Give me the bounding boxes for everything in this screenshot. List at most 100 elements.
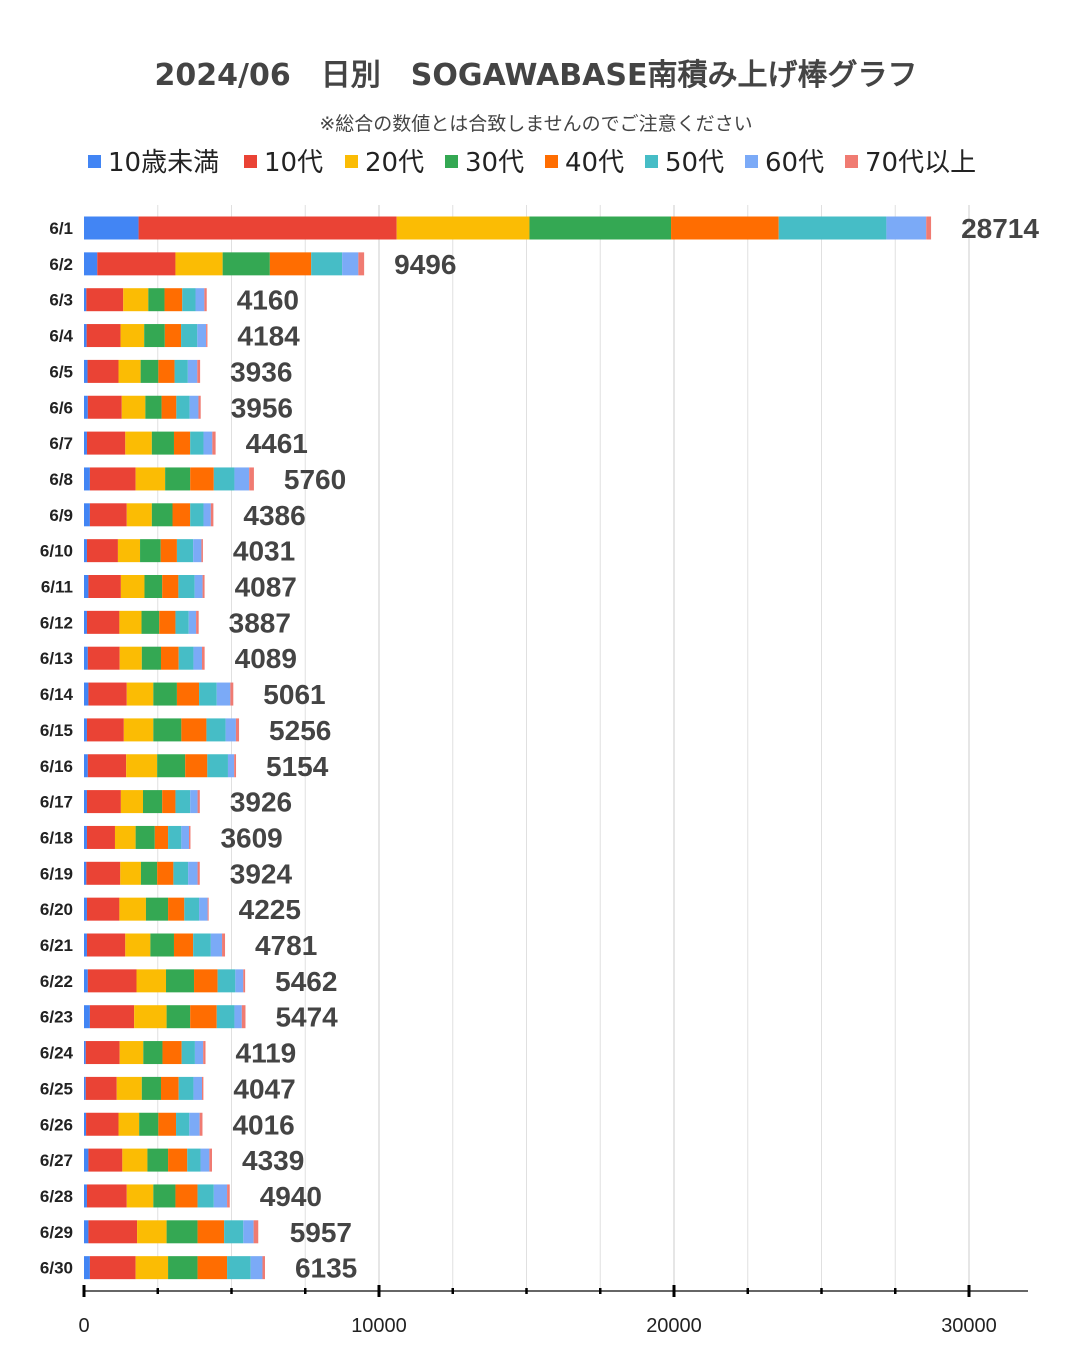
- x-tick-label: 0: [78, 1315, 89, 1337]
- bar-segment-6/22-50代: [217, 969, 236, 993]
- bar-segment-6/25-50代: [178, 1076, 194, 1100]
- bar-segment-6/14-40代: [176, 682, 200, 706]
- bar-segment-6/21-60代: [210, 933, 223, 957]
- bar-segment-6/6-60代: [189, 395, 199, 419]
- bar-segment-6/2-10代: [97, 252, 176, 276]
- bar-segment-6/14-10歳未満: [84, 682, 89, 706]
- bar-segment-6/24-20代: [119, 1041, 144, 1065]
- bar-segment-6/21-50代: [193, 933, 211, 957]
- total-label: 5154: [266, 751, 329, 782]
- category-label: 6/27: [40, 1151, 73, 1170]
- category-label: 6/10: [40, 542, 73, 561]
- total-label: 5474: [275, 1002, 338, 1033]
- bar-segment-6/11-10歳未満: [84, 575, 89, 598]
- bar-segment-6/4-40代: [164, 324, 182, 348]
- bar-segment-6/18-30代: [135, 825, 155, 849]
- total-label: 4461: [246, 428, 308, 459]
- category-label: 6/13: [40, 649, 73, 668]
- legend: 10歳未満 10代 20代 30代 40代 50代 60代 70代以上: [88, 148, 976, 178]
- bar-segment-6/29-70代以上: [253, 1220, 259, 1244]
- bar-segment-6/14-30代: [153, 682, 177, 706]
- bar-segment-6/5-50代: [174, 359, 188, 383]
- bar-segment-6/27-30代: [147, 1148, 169, 1172]
- category-label: 6/15: [40, 721, 73, 740]
- bar-segment-6/22-10歳未満: [84, 969, 88, 993]
- gridlines: [157, 205, 970, 1291]
- category-label: 6/26: [40, 1115, 73, 1134]
- bar-segment-6/4-60代: [197, 324, 207, 348]
- total-label: 4047: [233, 1073, 295, 1104]
- bar-segment-6/27-20代: [122, 1148, 148, 1172]
- legend-label-6: 60代: [765, 148, 824, 178]
- bar-segment-6/5-10歳未満: [84, 359, 88, 383]
- category-label: 6/9: [49, 506, 73, 525]
- bar-segment-6/17-40代: [162, 790, 176, 814]
- bar-segment-6/23-40代: [190, 1005, 217, 1029]
- bar-segment-6/4-50代: [181, 324, 198, 348]
- bar-segment-6/15-60代: [225, 718, 236, 742]
- bar-segment-6/1-10代: [138, 216, 397, 240]
- bar-segment-6/27-50代: [187, 1148, 201, 1172]
- bar-segment-6/7-50代: [190, 431, 204, 455]
- total-label: 5957: [290, 1217, 352, 1248]
- bar-segment-6/24-10代: [85, 1041, 120, 1065]
- bar-segment-6/24-40代: [162, 1041, 182, 1065]
- bar-segment-6/7-30代: [151, 431, 174, 455]
- bar-segment-6/29-10代: [88, 1220, 138, 1244]
- bar-segment-6/6-50代: [176, 395, 190, 419]
- total-label: 6135: [295, 1253, 357, 1284]
- total-label: 4225: [239, 894, 301, 925]
- bar-segment-6/28-10代: [86, 1184, 127, 1208]
- bar-segment-6/19-40代: [157, 861, 174, 885]
- legend-label-1: 10代: [264, 148, 323, 178]
- total-label: 9496: [394, 249, 456, 280]
- bar-segment-6/16-10代: [87, 754, 127, 778]
- bar-segment-6/21-10代: [86, 933, 126, 957]
- bar-segment-6/23-30代: [166, 1005, 191, 1029]
- bar-segment-6/24-70代以上: [203, 1041, 206, 1065]
- bar-segment-6/7-10代: [86, 431, 126, 455]
- category-label: 6/29: [40, 1223, 73, 1242]
- total-label: 4781: [255, 930, 317, 961]
- bar-segment-6/22-60代: [235, 969, 244, 993]
- legend-label-7: 70代以上: [865, 148, 976, 178]
- category-label: 6/11: [41, 578, 73, 597]
- bar-segment-6/17-10歳未満: [84, 790, 87, 814]
- x-tick-label: 10000: [351, 1315, 407, 1337]
- category-label: 6/28: [40, 1187, 73, 1206]
- bar-segment-6/17-10代: [86, 790, 121, 814]
- bar-segment-6/20-10歳未満: [84, 897, 87, 921]
- bar-segment-6/2-60代: [342, 252, 359, 276]
- bar-segment-6/18-60代: [181, 825, 190, 849]
- bar-segment-6/6-70代以上: [198, 395, 201, 419]
- bar-segment-6/4-70代以上: [206, 324, 208, 348]
- legend-label-5: 50代: [665, 148, 724, 178]
- bar-segment-6/13-10代: [87, 646, 120, 670]
- bar-segment-6/25-20代: [116, 1076, 142, 1100]
- bar-segment-6/18-40代: [154, 825, 169, 849]
- bar-segment-6/12-40代: [159, 610, 176, 634]
- bar-segment-6/21-70代以上: [222, 933, 226, 957]
- bar-segment-6/25-60代: [193, 1076, 202, 1100]
- total-label: 4940: [260, 1181, 322, 1212]
- bars: [84, 216, 932, 1280]
- bar-segment-6/9-10代: [89, 503, 127, 527]
- bar-segment-6/22-20代: [136, 969, 167, 993]
- bar-segment-6/17-20代: [120, 790, 143, 814]
- bar-segment-6/18-10歳未満: [84, 825, 87, 849]
- category-label: 6/30: [40, 1259, 73, 1278]
- bar-segment-6/24-10歳未満: [84, 1041, 86, 1065]
- bar-segment-6/16-10歳未満: [84, 754, 88, 778]
- bar-segment-6/2-50代: [311, 252, 343, 276]
- bar-segment-6/11-70代以上: [202, 575, 205, 598]
- legend-swatch-1: [244, 155, 257, 168]
- bar-segment-6/19-70代以上: [197, 861, 200, 885]
- bar-segment-6/24-30代: [143, 1041, 163, 1065]
- bar-segment-6/3-30代: [148, 288, 165, 312]
- bar-segment-6/7-40代: [173, 431, 191, 455]
- bar-segment-6/7-10歳未満: [84, 431, 87, 455]
- bar-segment-6/10-40代: [160, 539, 177, 563]
- bar-segment-6/9-50代: [190, 503, 204, 527]
- bar-segment-6/20-40代: [168, 897, 185, 921]
- bar-segment-6/26-10歳未満: [84, 1112, 87, 1136]
